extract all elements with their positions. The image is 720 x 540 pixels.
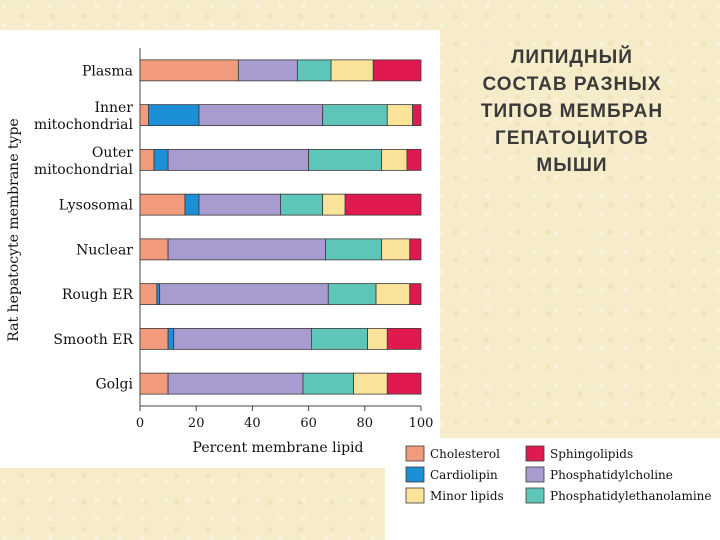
bar-segment-cholesterol [139, 148, 155, 171]
category-label: Lysosomal [59, 198, 134, 214]
category-label: Smooth ER [53, 332, 133, 348]
bars-group [139, 59, 422, 395]
bar-segment-cholesterol [139, 59, 239, 82]
bar-segment-minor-lipids [386, 104, 413, 127]
bar-segment-minor-lipids [375, 283, 411, 306]
legend-swatch-phosphatidylethanolamine [525, 487, 545, 504]
legend-panel [385, 438, 720, 540]
bar-segment-minor-lipids [322, 193, 346, 216]
y-axis-title: Rat hepatocyte membrane type [6, 118, 22, 341]
bar-segment-sphingolipids [409, 238, 422, 261]
bar-segment-sphingolipids [406, 148, 422, 171]
bar-segment-cardiolipin [156, 283, 161, 306]
category-label: Rough ER [62, 287, 134, 303]
legend-label: Cholesterol [430, 447, 500, 461]
legend-label: Minor lipids [430, 489, 504, 503]
bar-segment-phosphatidylcholine [237, 59, 298, 82]
x-axis-title: Percent membrane lipid [193, 440, 364, 456]
category-label: Plasma [82, 63, 133, 79]
bar-segment-phosphatidylethanolamine [327, 283, 377, 306]
category-label: Inner mitochondrial [34, 100, 134, 133]
plot-frame [139, 48, 421, 407]
bar-segment-sphingolipids [372, 59, 422, 82]
x-tick-label: 40 [244, 416, 261, 431]
bar-segment-minor-lipids [330, 59, 374, 82]
bar-segment-cardiolipin [148, 104, 200, 127]
legend-swatch-cholesterol [405, 445, 425, 462]
bar-segment-phosphatidylcholine [159, 283, 329, 306]
bar-segment-cholesterol [139, 327, 169, 350]
bar-segment-phosphatidylethanolamine [296, 59, 332, 82]
bar-segment-phosphatidylcholine [173, 327, 312, 350]
slide-title: ЛИПИДНЫЙ СОСТАВ РАЗНЫХ ТИПОВ МЕМБРАН ГЕП… [480, 47, 664, 176]
legend-label: Phosphatidylethanolamine [550, 489, 712, 503]
bar-segment-cholesterol [139, 193, 186, 216]
bar-segment-phosphatidylcholine [167, 148, 310, 171]
x-tick-label: 100 [409, 416, 434, 431]
x-tick-label: 60 [300, 416, 317, 431]
bar-segment-minor-lipids [381, 148, 408, 171]
bar-segment-phosphatidylcholine [167, 372, 304, 395]
category-label: Nuclear [76, 242, 133, 258]
legend-swatch-minor-lipids [405, 487, 425, 504]
legend-label: Sphingolipids [550, 447, 633, 461]
x-tick-label: 80 [357, 416, 374, 431]
category-label: Outer mitochondrial [34, 145, 134, 178]
legend: Cholesterol Sphingolipids Cardiolipin Phosp… [405, 445, 712, 504]
legend-swatch-sphingolipids [525, 445, 545, 462]
category-label: Golgi [95, 377, 133, 393]
bar-segment-cardiolipin [184, 193, 200, 216]
bar-segment-cholesterol [139, 104, 149, 127]
bar-segment-minor-lipids [353, 372, 388, 395]
bar-segment-cholesterol [139, 238, 169, 261]
bar-segment-phosphatidylethanolamine [311, 327, 369, 350]
x-tick-label: 0 [136, 416, 144, 431]
bar-segment-phosphatidylethanolamine [280, 193, 324, 216]
category-labels: Plasma Inner mitochondrial Outer mitochondri… [34, 63, 134, 392]
bar-segment-cholesterol [139, 283, 158, 306]
bar-segment-phosphatidylethanolamine [322, 104, 388, 127]
bar-segment-phosphatidylcholine [198, 193, 281, 216]
x-tick-label: 20 [188, 416, 205, 431]
x-axis: 0 20 40 60 80 100 [136, 406, 434, 431]
bar-segment-phosphatidylethanolamine [308, 148, 383, 171]
bar-segment-cardiolipin [153, 148, 169, 171]
bar-segment-sphingolipids [386, 327, 422, 350]
bar-segment-cardiolipin [167, 327, 175, 350]
legend-swatch-phosphatidylcholine [525, 466, 545, 483]
legend-swatch-cardiolipin [405, 466, 425, 483]
bar-segment-phosphatidylethanolamine [325, 238, 383, 261]
bar-segment-sphingolipids [344, 193, 422, 216]
bar-segment-phosphatidylcholine [167, 238, 326, 261]
bar-segment-sphingolipids [409, 283, 422, 306]
bar-segment-cholesterol [139, 372, 169, 395]
bar-segment-sphingolipids [412, 104, 422, 127]
bar-segment-minor-lipids [367, 327, 388, 350]
legend-label: Cardiolipin [430, 468, 498, 482]
bar-segment-phosphatidylethanolamine [302, 372, 354, 395]
bar-segment-minor-lipids [381, 238, 411, 261]
legend-label: Phosphatidylcholine [550, 468, 673, 482]
bar-segment-sphingolipids [386, 372, 422, 395]
bar-segment-phosphatidylcholine [198, 104, 324, 127]
